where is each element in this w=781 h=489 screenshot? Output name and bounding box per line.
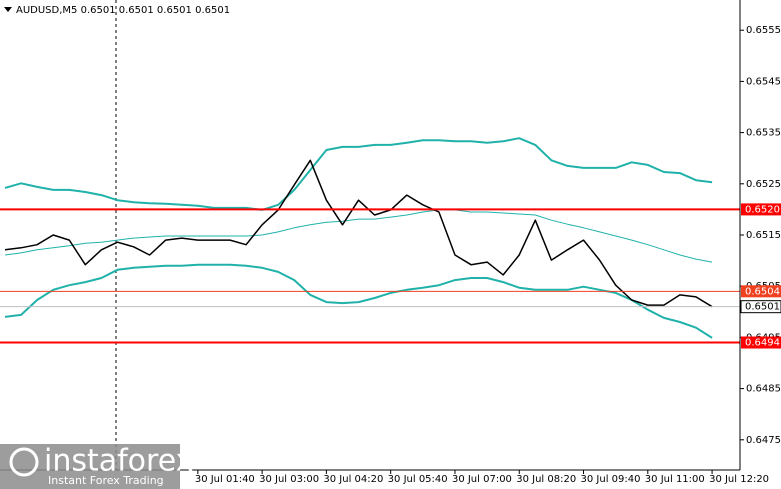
x-tick-label: 30 Jul 11:00 bbox=[645, 474, 705, 485]
watermark-tagline: Instant Forex Trading bbox=[48, 474, 164, 487]
x-tick-label: 30 Jul 04:20 bbox=[323, 474, 383, 485]
watermark: instaforex Instant Forex Trading bbox=[0, 444, 193, 489]
series-line bbox=[4, 137, 713, 211]
x-tick-label: 30 Jul 05:40 bbox=[388, 474, 448, 485]
y-tick-label: 0.6515 bbox=[746, 230, 781, 241]
y-tick-label: 0.6485 bbox=[746, 384, 781, 395]
level-label-bg bbox=[741, 336, 781, 349]
chart-title: AUDUSD,M5 0.6501 0.6501 0.6501 0.6501 bbox=[16, 5, 230, 16]
last-price-bg bbox=[740, 300, 781, 314]
x-tick-label: 30 Jul 07:00 bbox=[452, 474, 512, 485]
level-label: 0.6504 bbox=[745, 286, 780, 297]
y-tick-label: 0.6535 bbox=[746, 128, 781, 139]
level-label: 0.6520 bbox=[745, 204, 780, 215]
y-tick-label: 0.6525 bbox=[746, 179, 781, 190]
x-tick-label: 30 Jul 09:40 bbox=[581, 474, 641, 485]
menu-icon[interactable] bbox=[4, 7, 12, 12]
x-tick-label: 30 Jul 08:20 bbox=[516, 474, 576, 485]
x-tick-label: 30 Jul 01:40 bbox=[195, 474, 255, 485]
plot-area bbox=[0, 137, 740, 344]
last-price-label: 0.6501 bbox=[745, 302, 780, 313]
watermark-brand: instaforex bbox=[44, 444, 193, 479]
x-tick-label: 30 Jul 03:00 bbox=[259, 474, 319, 485]
series-line bbox=[4, 263, 713, 339]
y-tick-label: 0.6555 bbox=[746, 25, 781, 36]
x-tick-label: 30 Jul 12:20 bbox=[709, 474, 769, 485]
y-tick-label: 0.6545 bbox=[746, 76, 781, 87]
level-label-bg bbox=[741, 203, 781, 216]
series-line bbox=[4, 209, 713, 263]
level-label: 0.6494 bbox=[745, 338, 780, 349]
series-line bbox=[4, 159, 713, 308]
level-label-bg bbox=[741, 285, 781, 298]
y-tick-label: 0.6475 bbox=[746, 435, 781, 446]
watermark-logo bbox=[9, 447, 39, 477]
